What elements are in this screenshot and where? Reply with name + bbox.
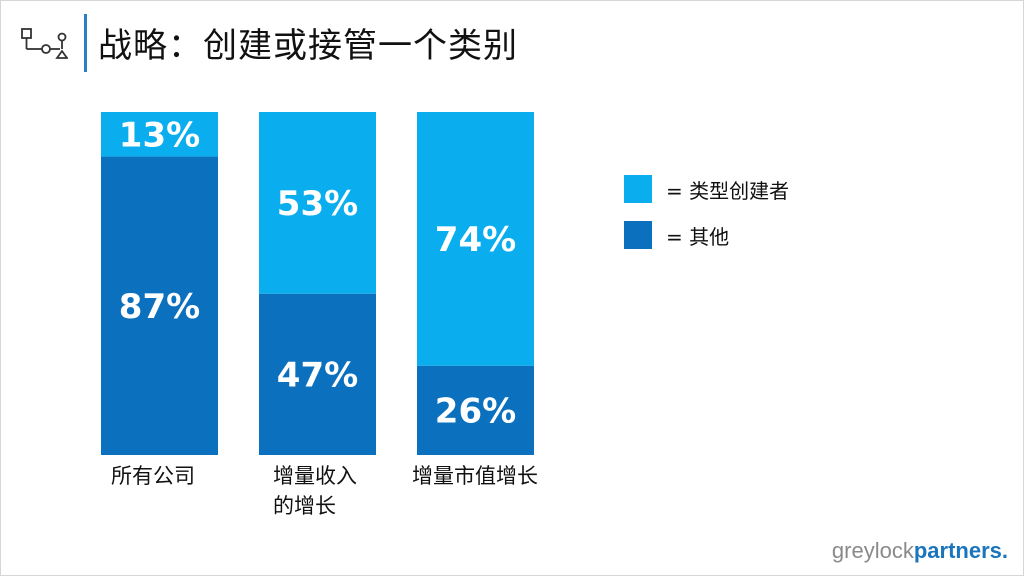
bar-segment-other-1	[259, 293, 376, 455]
category-label-1: 增量收入 的增长	[273, 464, 357, 518]
category-label-0: 所有公司	[111, 464, 195, 488]
legend-label-creator: = 类型创建者	[666, 178, 790, 203]
category-label-2: 增量市值增长	[412, 464, 538, 488]
chart-legend: = 类型创建者 = 其他	[624, 174, 789, 266]
bar-segment-creator-0	[101, 112, 218, 157]
data-label-other-0: 87%	[119, 287, 200, 327]
title-accent-bar	[84, 14, 87, 72]
brand-logo: greylockpartners.	[832, 538, 1008, 564]
data-label-creator-0: 13%	[119, 115, 200, 155]
bar-segment-other-0	[101, 156, 218, 455]
bar-segment-creator-2	[417, 112, 534, 366]
legend-item-creator: = 类型创建者	[624, 174, 789, 204]
legend-label-other: = 其他	[666, 224, 730, 249]
flowchart-icon	[21, 28, 68, 59]
brand-text-blue: partners.	[913, 538, 1008, 563]
data-label-creator-1: 53%	[277, 184, 358, 224]
page-title: 战略：创建或接管一个类别	[98, 26, 518, 66]
data-label-creator-2: 74%	[435, 220, 516, 260]
legend-swatch-creator	[624, 175, 652, 203]
legend-swatch-other	[624, 221, 652, 249]
bar-segment-creator-1	[259, 112, 376, 294]
bar-segment-other-2	[417, 365, 534, 455]
legend-item-other: = 其他	[624, 220, 789, 250]
data-label-other-1: 47%	[277, 355, 358, 395]
data-label-other-2: 26%	[435, 391, 516, 431]
brand-text-grey: greylock	[831, 538, 914, 563]
